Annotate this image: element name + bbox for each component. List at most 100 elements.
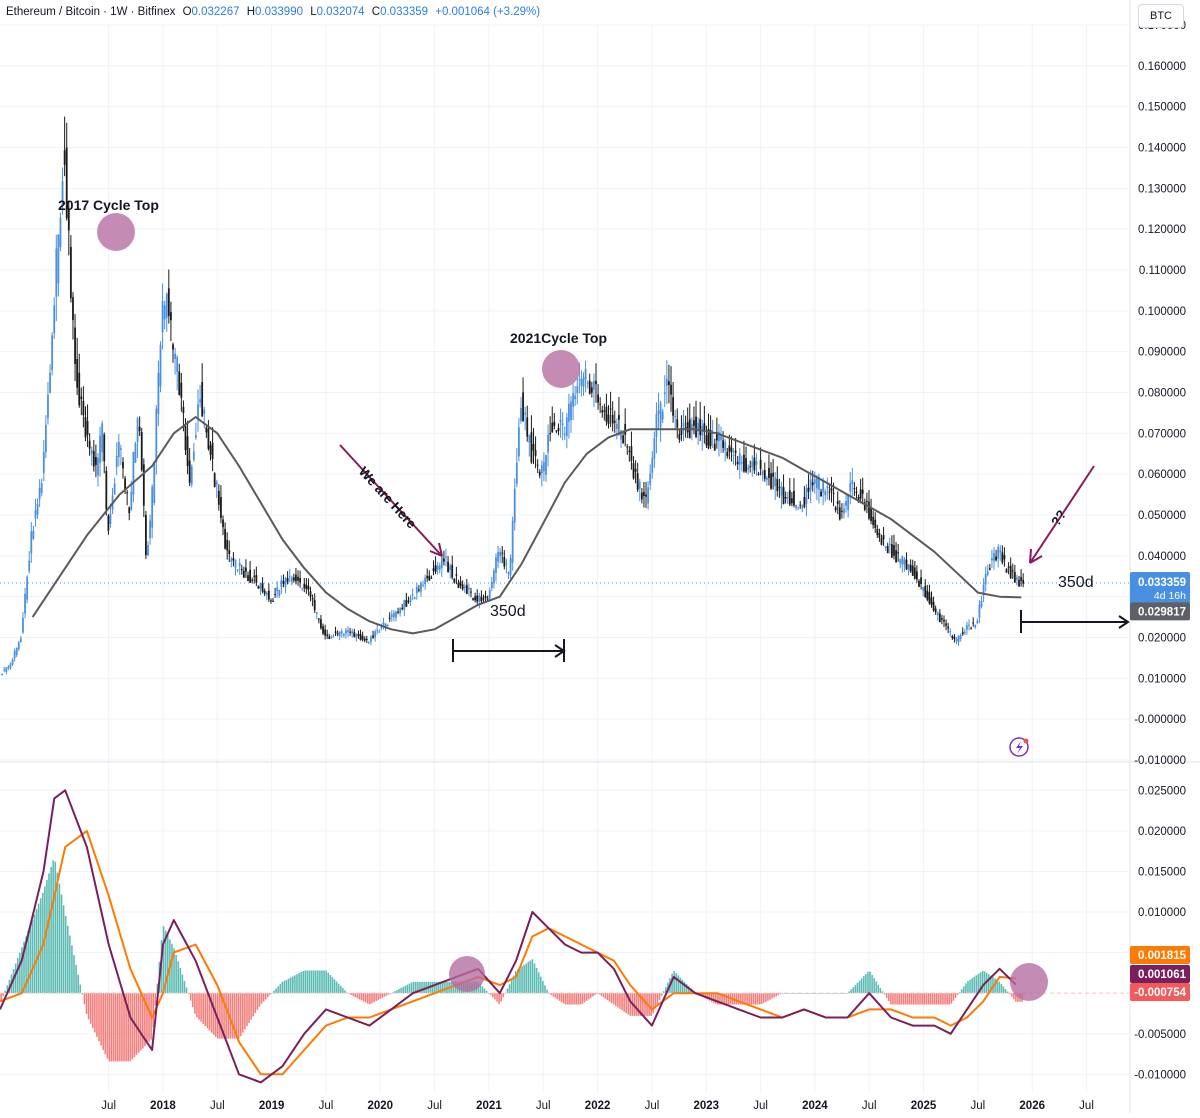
y-tick-label: 0.130000 — [1138, 183, 1186, 195]
candle-body — [890, 544, 893, 558]
candle-body — [974, 624, 977, 628]
histogram-bar — [379, 993, 382, 999]
histogram-bar — [973, 976, 976, 994]
question-arrowhead — [1029, 548, 1043, 564]
histogram-bar — [377, 993, 380, 1000]
candle-body — [205, 427, 208, 433]
candle-body — [267, 590, 270, 600]
candle-body — [770, 473, 772, 489]
lightning-icon[interactable] — [1009, 737, 1029, 757]
histogram-bar — [296, 974, 298, 994]
candle-body — [245, 567, 247, 572]
histogram-bar — [865, 973, 867, 994]
candle-body — [918, 581, 920, 587]
histogram-bar — [106, 993, 109, 1059]
histogram-bar — [675, 973, 678, 994]
candle-body — [376, 630, 379, 632]
candle-body — [855, 491, 858, 494]
histogram-bar — [650, 993, 653, 1016]
histogram-bar — [740, 993, 742, 1005]
candle-body — [22, 617, 24, 633]
candle-body — [382, 622, 385, 625]
histogram-badge-bg — [1130, 983, 1190, 1001]
histogram-bar — [219, 993, 221, 1039]
candle-body — [1011, 570, 1014, 572]
histogram-bar — [723, 993, 725, 1005]
histogram-bar — [633, 993, 636, 1016]
candle-body — [903, 559, 906, 565]
candle-body — [157, 372, 160, 414]
candle-body — [461, 584, 464, 590]
histogram-bar — [552, 993, 555, 997]
candle-body — [668, 381, 670, 386]
candle-body — [97, 457, 99, 476]
histogram-bar — [1002, 986, 1005, 994]
candle-body — [945, 623, 947, 626]
candle-body — [495, 557, 497, 573]
candle-body — [820, 491, 822, 497]
histogram-bar — [648, 993, 650, 1016]
histogram-bar — [1012, 993, 1015, 1000]
histogram-bar — [775, 993, 778, 997]
histogram-bar — [887, 993, 890, 1002]
histogram-bar — [131, 993, 134, 1060]
candle-body — [384, 623, 387, 629]
candle-body — [938, 613, 941, 622]
candle-body — [455, 574, 458, 576]
histogram-bar — [404, 985, 407, 994]
candle-body — [65, 147, 68, 219]
candle-body — [255, 575, 258, 583]
candle-body — [984, 573, 987, 585]
candle-body — [142, 464, 145, 506]
candle-body — [513, 488, 516, 523]
macd-line — [0, 789, 1017, 1084]
histogram-bar — [148, 993, 150, 1042]
histogram-badge: -0.000754 — [1134, 987, 1186, 999]
candle-body — [632, 463, 635, 479]
candle-body — [505, 563, 508, 565]
currency-button[interactable]: BTC — [1138, 4, 1184, 28]
histogram-bar — [960, 989, 963, 994]
histogram-bar — [917, 993, 919, 1005]
histogram-bar — [66, 925, 69, 994]
candle-body — [799, 504, 802, 506]
candle-body — [13, 651, 16, 659]
candle-body — [859, 489, 862, 499]
candle-body — [909, 564, 912, 572]
candle-body — [743, 454, 745, 472]
histogram-bar — [671, 973, 673, 994]
candle-body — [655, 413, 658, 437]
candle-body — [211, 442, 214, 459]
candle-body — [392, 613, 395, 618]
candle-body — [86, 421, 89, 435]
histogram-bar — [183, 981, 186, 994]
histogram-bar — [912, 993, 915, 1005]
candle-body — [1007, 566, 1010, 568]
candle-body — [203, 409, 206, 414]
histogram-bar — [877, 984, 880, 994]
histogram-bar — [129, 993, 132, 1062]
histogram-bar — [521, 966, 523, 994]
histogram-bar — [64, 915, 67, 994]
histogram-bar — [125, 993, 127, 1062]
candle-body — [772, 472, 775, 477]
histogram-bar — [242, 993, 244, 1033]
candle-body — [263, 590, 266, 594]
candle-body — [832, 492, 835, 494]
candle-body — [151, 486, 154, 528]
candle-body — [609, 408, 612, 410]
candle-body — [270, 600, 272, 602]
histogram-bar — [410, 982, 413, 994]
candle-body — [601, 410, 604, 413]
histogram-bar — [975, 975, 978, 994]
candle-body — [232, 558, 235, 561]
histogram-bar — [312, 970, 315, 994]
candle-body — [528, 435, 531, 443]
histogram-bar — [385, 993, 388, 996]
histogram-bar — [658, 993, 661, 1000]
histogram-bar — [179, 967, 182, 994]
candle-body — [551, 422, 554, 433]
symbol-title[interactable]: Ethereum / Bitcoin · 1W · Bitfinex — [6, 6, 176, 18]
candle-body — [1016, 577, 1018, 580]
